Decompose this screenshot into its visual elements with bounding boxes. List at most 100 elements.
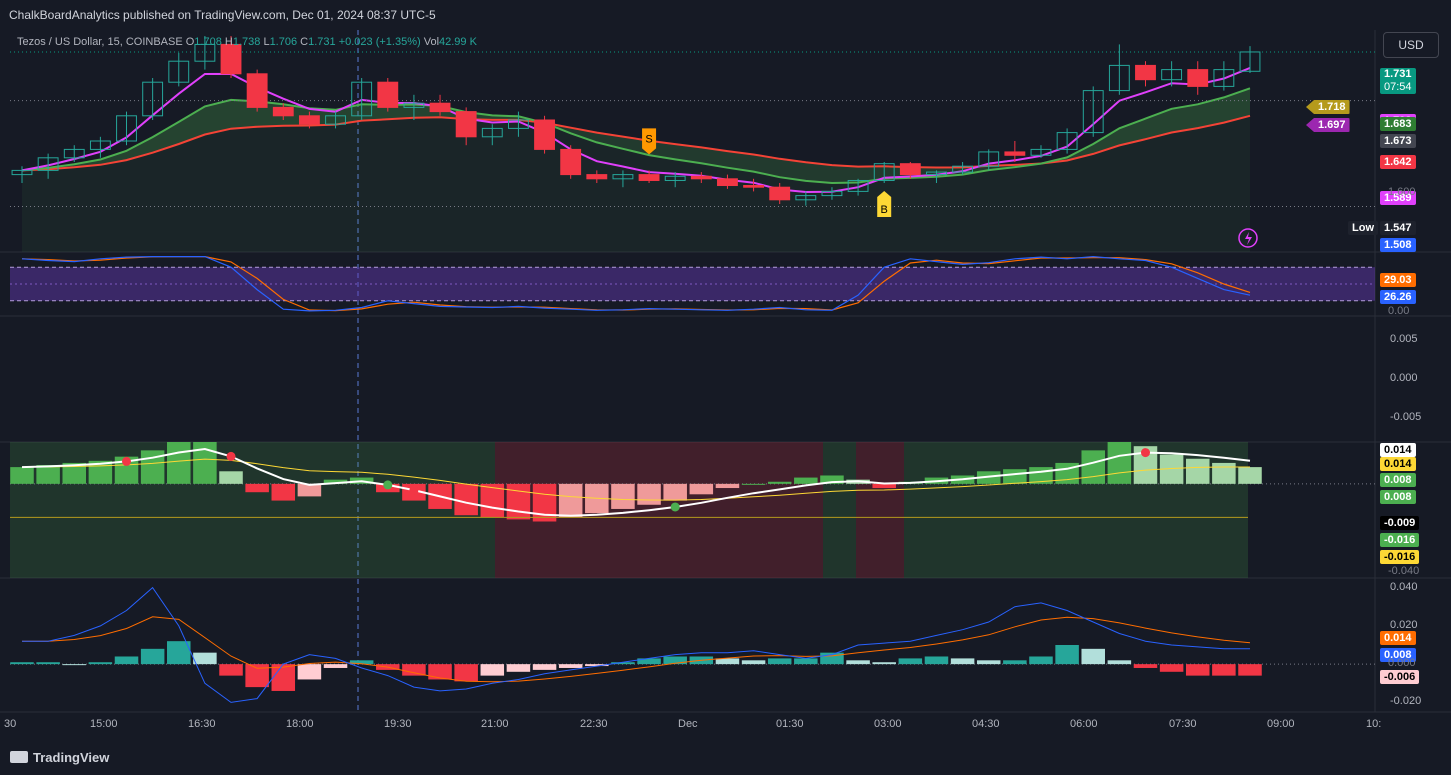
momentum-bar [10, 467, 34, 484]
candle [1030, 148, 1052, 156]
price-axis-label: 1.508 [1380, 238, 1416, 252]
macd-histogram-bar [167, 641, 191, 665]
price-flag-label: 1.718 [1306, 100, 1350, 114]
time-axis-tick: 06:00 [1070, 718, 1098, 730]
candle [142, 81, 164, 117]
momentum-bar [872, 483, 896, 489]
momentum-bar [114, 456, 139, 484]
macd-histogram-bar [846, 660, 870, 665]
candle [403, 102, 425, 108]
macd-histogram-bar [1003, 660, 1027, 665]
currency-button[interactable]: USD [1383, 32, 1439, 58]
macd-histogram-bar [794, 658, 818, 665]
momentum-bar [1133, 446, 1158, 484]
time-axis-tick: Dec [678, 718, 698, 730]
macd-value-label: 0.008 [1380, 648, 1416, 662]
momentum-value-label: 0.008 [1380, 490, 1416, 504]
price-axis-label: 1.589 [1380, 191, 1416, 205]
stoch-axis-tick: 0.00 [1388, 305, 1410, 317]
candle [638, 174, 660, 181]
candle [743, 185, 765, 188]
macd-histogram-bar [585, 664, 609, 667]
candle [1213, 69, 1235, 87]
time-axis-tick: 22:30 [580, 718, 608, 730]
candle [1161, 69, 1183, 81]
momentum-value-label: 0.014 [1380, 457, 1416, 471]
candle [690, 175, 712, 180]
stoch-k-line [21, 255, 1251, 312]
price-axis-label: 1.683 [1380, 117, 1416, 131]
macd-axis-tick: 0.040 [1390, 580, 1418, 593]
macd-histogram-bar [1185, 664, 1210, 676]
price-axis-label: 1.731 07:54 [1380, 68, 1416, 94]
momentum-bar [689, 483, 714, 495]
momentum-bar [611, 483, 635, 509]
macd-histogram-bar [402, 664, 426, 676]
candle [429, 102, 451, 113]
momentum-bar [62, 462, 87, 484]
oscillator-axis-tick: -0.005 [1390, 411, 1422, 424]
candle [586, 174, 608, 180]
symbol-name: Tezos / US Dollar, 15, COINBASE [17, 36, 183, 48]
macd-histogram-bar [297, 664, 322, 680]
time-axis-tick: 30 [4, 718, 17, 730]
time-axis-tick: 21:00 [481, 718, 509, 730]
macd-signal-line [22, 616, 1251, 683]
momentum-bar [1212, 462, 1236, 484]
candle [847, 179, 869, 192]
momentum-bar [558, 483, 583, 518]
top-bar: ChalkBoardAnalytics published on Trading… [0, 0, 1451, 30]
last-price-value: 1.731 [1384, 68, 1412, 80]
macd-histogram-bar [506, 664, 531, 672]
candle [220, 43, 242, 75]
momentum-bar [1238, 467, 1262, 484]
oscillator-axis-tick: 0.005 [1390, 332, 1418, 345]
candle [377, 81, 399, 108]
momentum-bar [88, 460, 113, 484]
macd-histogram-bar [323, 664, 348, 668]
macd-histogram-bar [898, 658, 923, 665]
open-label: O [185, 36, 195, 48]
macd-histogram-bar [193, 652, 217, 665]
candle [1108, 64, 1130, 92]
macd-axis-tick: -0.020 [1390, 695, 1422, 708]
macd-histogram-bar [36, 662, 60, 665]
candle [116, 115, 137, 142]
sell-marker [642, 128, 657, 155]
stoch-value-label: 26.26 [1380, 290, 1416, 304]
candle [795, 195, 817, 201]
chart-canvas[interactable]: SB [0, 0, 1451, 740]
macd-histogram-bar [1159, 664, 1184, 672]
macd-histogram-bar [741, 660, 766, 665]
candle [1135, 64, 1156, 81]
momentum-value-label: -0.009 [1380, 516, 1420, 530]
low-price-label: 1.547 [1380, 221, 1416, 235]
candle [63, 148, 85, 159]
momentum-bar [820, 475, 844, 484]
chart-background [0, 30, 1451, 740]
macd-histogram-bar [1107, 660, 1132, 665]
time-axis-tick: 04:30 [972, 718, 1000, 730]
momentum-cross-dot [670, 502, 680, 512]
time-axis-tick: 07:30 [1169, 718, 1197, 730]
candle [664, 175, 686, 181]
stoch-value-label: 29.03 [1380, 273, 1416, 287]
momentum-bar [167, 442, 191, 484]
momentum-zone-green [823, 442, 856, 578]
candle [168, 60, 190, 83]
macd-histogram-bar [950, 658, 975, 665]
macd-histogram-bar [767, 658, 792, 665]
candle [899, 163, 921, 176]
bar-countdown: 07:54 [1384, 81, 1412, 93]
momentum-bar [1159, 454, 1184, 484]
macd-histogram-bar [428, 664, 452, 680]
candle [298, 115, 320, 125]
low-prefix-label: Low [1348, 221, 1378, 235]
tradingview-mark-icon [10, 751, 28, 763]
change-value: +0.023 (+1.35%) [338, 36, 421, 48]
time-axis-tick: 15:00 [90, 718, 118, 730]
candle [455, 111, 477, 138]
momentum-bar [663, 483, 687, 501]
macd-histogram-bar [1081, 648, 1105, 665]
candle [926, 171, 947, 176]
